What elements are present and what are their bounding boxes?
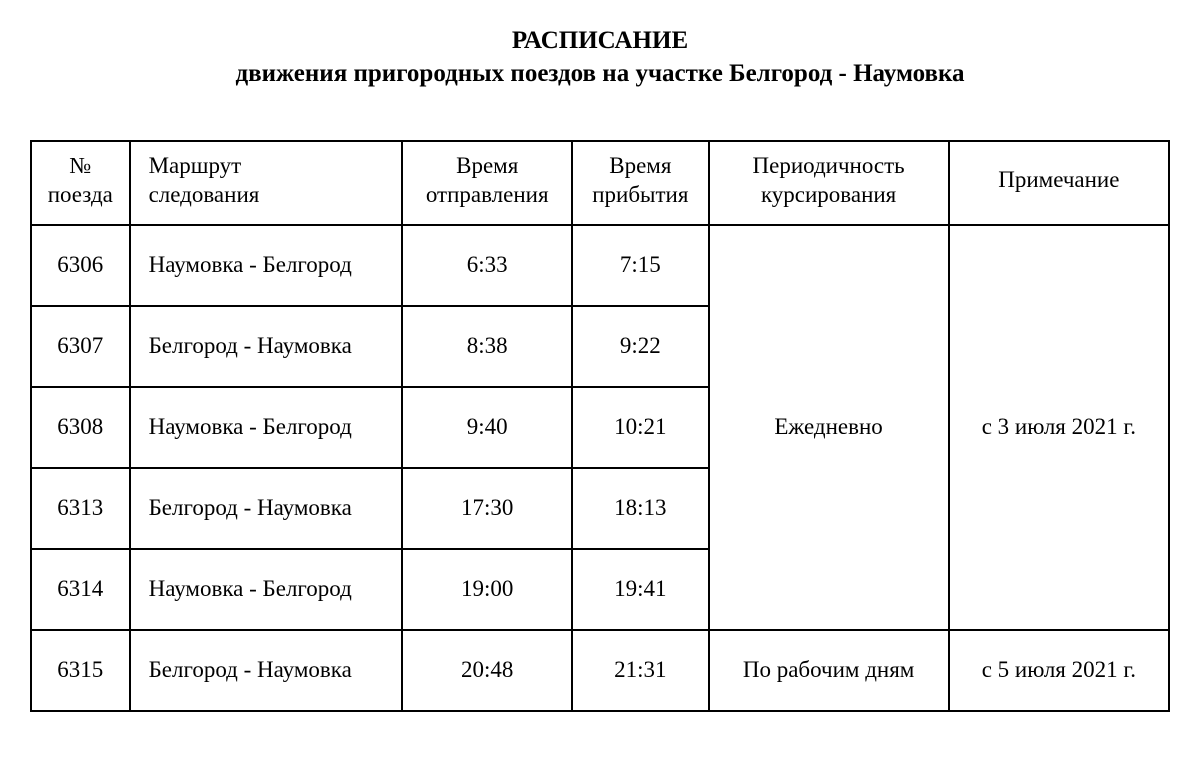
cell-frequency: По рабочим дням [709,630,949,711]
th-train-number: №поезда [31,141,130,225]
table-row: 6315 Белгород - Наумовка 20:48 21:31 По … [31,630,1169,711]
schedule-table: №поезда Маршрутследования Времяотправлен… [30,140,1170,712]
th-route: Маршрутследования [130,141,403,225]
cell-route: Наумовка - Белгород [130,387,403,468]
cell-train-number: 6313 [31,468,130,549]
cell-route: Наумовка - Белгород [130,225,403,306]
table-row: 6306 Наумовка - Белгород 6:33 7:15 Ежедн… [31,225,1169,306]
title-line2: движения пригородных поездов на участке … [30,58,1170,91]
title-block: РАСПИСАНИЕ движения пригородных поездов … [30,25,1170,90]
table-body: 6306 Наумовка - Белгород 6:33 7:15 Ежедн… [31,225,1169,711]
cell-departure: 6:33 [402,225,572,306]
th-arrival: Времяприбытия [572,141,708,225]
cell-departure: 17:30 [402,468,572,549]
th-frequency: Периодичностькурсирования [709,141,949,225]
cell-train-number: 6306 [31,225,130,306]
cell-arrival: 18:13 [572,468,708,549]
cell-departure: 20:48 [402,630,572,711]
cell-train-number: 6308 [31,387,130,468]
cell-departure: 19:00 [402,549,572,630]
cell-arrival: 10:21 [572,387,708,468]
title-line1: РАСПИСАНИЕ [30,25,1170,58]
cell-route: Белгород - Наумовка [130,306,403,387]
cell-arrival: 21:31 [572,630,708,711]
cell-note: с 3 июля 2021 г. [949,225,1169,630]
cell-departure: 9:40 [402,387,572,468]
cell-train-number: 6307 [31,306,130,387]
cell-route: Белгород - Наумовка [130,468,403,549]
cell-route: Наумовка - Белгород [130,549,403,630]
cell-route: Белгород - Наумовка [130,630,403,711]
table-header-row: №поезда Маршрутследования Времяотправлен… [31,141,1169,225]
cell-arrival: 7:15 [572,225,708,306]
cell-train-number: 6315 [31,630,130,711]
cell-train-number: 6314 [31,549,130,630]
cell-frequency: Ежедневно [709,225,949,630]
cell-arrival: 19:41 [572,549,708,630]
cell-arrival: 9:22 [572,306,708,387]
th-note: Примечание [949,141,1169,225]
th-departure: Времяотправления [402,141,572,225]
cell-departure: 8:38 [402,306,572,387]
cell-note: с 5 июля 2021 г. [949,630,1169,711]
